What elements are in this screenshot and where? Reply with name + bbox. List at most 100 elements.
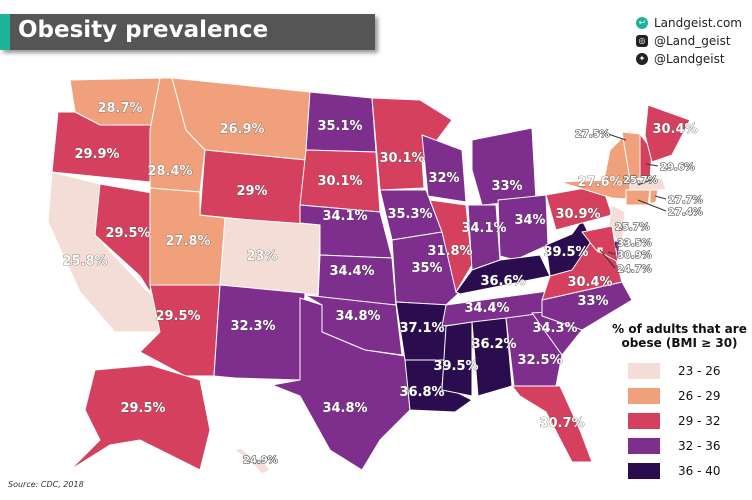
state-label-mn: 30.1% xyxy=(379,151,424,166)
state-label-in: 34.1% xyxy=(461,221,506,236)
state-label-nh: 29.6% xyxy=(660,162,695,173)
state-label-ok: 34.8% xyxy=(335,309,380,324)
state-label-il: 31.8% xyxy=(427,244,472,259)
brand-block: ↩ Landgeist.com ◎ @Land_geist ✦ @Landgeist xyxy=(636,14,742,68)
state-label-me: 30.4% xyxy=(652,122,697,137)
state-nv[interactable] xyxy=(94,183,159,294)
state-label-hi: 24.9% xyxy=(243,455,278,466)
state-label-la: 36.8% xyxy=(399,385,444,400)
state-nm[interactable] xyxy=(213,284,306,381)
state-label-md: 30.9% xyxy=(617,250,652,261)
state-label-wy: 29% xyxy=(236,184,267,199)
legend-title: % of adults that are obese (BMI ≥ 30) xyxy=(612,322,747,350)
state-label-id: 28.4% xyxy=(147,164,192,179)
state-label-ca: 25.8% xyxy=(62,254,107,269)
state-md[interactable] xyxy=(581,225,619,263)
legend-swatch xyxy=(628,412,660,429)
state-ms[interactable] xyxy=(441,321,473,397)
state-hi[interactable] xyxy=(234,447,271,475)
legend-item: 29 - 32 xyxy=(612,408,747,433)
state-label-mo: 35% xyxy=(411,261,442,276)
twitter-icon: ✦ xyxy=(636,53,648,65)
state-label-vt: 27.5% xyxy=(575,129,610,140)
legend-label: 36 - 40 xyxy=(678,463,721,478)
state-label-ks: 34.4% xyxy=(329,264,374,279)
state-ct[interactable] xyxy=(625,189,651,206)
leader-line xyxy=(607,251,616,255)
state-ri[interactable] xyxy=(649,189,659,205)
state-label-ny: 27.6% xyxy=(577,175,622,190)
state-label-ar: 37.1% xyxy=(399,321,444,336)
state-label-tx: 34.8% xyxy=(322,401,367,416)
legend-swatch xyxy=(628,437,660,454)
brand-twitter[interactable]: @Landgeist xyxy=(654,52,725,66)
state-label-oh: 34% xyxy=(514,213,545,228)
leader-line xyxy=(604,132,627,141)
state-in[interactable] xyxy=(467,204,501,271)
source-note: Source: CDC, 2018 xyxy=(8,480,84,489)
state-tx[interactable] xyxy=(270,297,411,471)
state-ak[interactable] xyxy=(69,364,211,471)
state-label-ky: 36.6% xyxy=(480,274,525,289)
state-nj[interactable] xyxy=(607,204,626,247)
state-label-ct: 27.4% xyxy=(668,207,703,218)
state-label-ne: 34.1% xyxy=(322,209,367,224)
leader-line xyxy=(599,249,616,269)
state-label-nm: 32.3% xyxy=(230,319,275,334)
state-wi[interactable] xyxy=(421,134,467,203)
leader-line xyxy=(645,163,659,167)
state-label-wv: 39.5% xyxy=(543,245,588,260)
page-title: Obesity prevalence xyxy=(18,17,269,43)
legend-label: 23 - 26 xyxy=(678,363,721,378)
state-label-pa: 30.9% xyxy=(555,207,600,222)
legend-label: 29 - 32 xyxy=(678,413,721,428)
state-label-nj: 25.7% xyxy=(615,222,650,233)
legend-swatch xyxy=(628,387,660,404)
brand-site[interactable]: Landgeist.com xyxy=(654,16,742,30)
state-label-ia: 35.3% xyxy=(387,207,432,222)
state-ma[interactable] xyxy=(629,177,667,191)
state-label-co: 23% xyxy=(246,249,277,264)
state-me[interactable] xyxy=(644,104,691,163)
state-label-tn: 34.4% xyxy=(464,301,509,316)
legend-item: 32 - 36 xyxy=(612,433,747,458)
state-label-wa: 28.7% xyxy=(97,101,142,116)
state-fl[interactable] xyxy=(510,385,593,463)
state-label-ak: 29.5% xyxy=(120,401,165,416)
state-label-nv: 29.5% xyxy=(105,226,150,241)
state-label-ut: 27.8% xyxy=(165,234,210,249)
state-label-nd: 35.1% xyxy=(317,119,362,134)
leader-line xyxy=(637,178,654,186)
state-label-fl: 30.7% xyxy=(539,416,584,431)
state-label-az: 29.5% xyxy=(155,309,200,324)
leader-line xyxy=(654,195,667,200)
state-label-nc: 33% xyxy=(577,294,608,309)
brand-instagram[interactable]: @Land_geist xyxy=(654,34,731,48)
legend-label: 26 - 29 xyxy=(678,388,721,403)
title-banner: Obesity prevalence xyxy=(0,14,375,50)
state-mo[interactable] xyxy=(391,231,463,306)
state-label-wi: 32% xyxy=(428,171,459,186)
state-label-va: 30.4% xyxy=(567,275,612,290)
state-label-sd: 30.1% xyxy=(317,174,362,189)
state-label-ms: 39.5% xyxy=(433,359,478,374)
legend: % of adults that are obese (BMI ≥ 30) 23… xyxy=(612,322,747,483)
state-label-ga: 32.5% xyxy=(517,353,562,368)
legend-swatch xyxy=(628,462,660,479)
state-label-dc: 24.7% xyxy=(617,264,652,275)
legend-swatch xyxy=(628,362,660,379)
state-oh[interactable] xyxy=(497,194,549,261)
legend-item: 36 - 40 xyxy=(612,458,747,483)
state-label-ri: 27.7% xyxy=(668,195,703,206)
legend-item: 23 - 26 xyxy=(612,358,747,383)
leader-line xyxy=(637,199,667,212)
instagram-icon: ◎ xyxy=(636,35,648,47)
state-ky[interactable] xyxy=(455,254,551,295)
globe-icon: ↩ xyxy=(636,17,648,29)
state-label-ma: 25.7% xyxy=(623,175,658,186)
state-al[interactable] xyxy=(471,317,513,397)
state-il[interactable] xyxy=(429,199,473,294)
state-label-al: 36.2% xyxy=(471,337,516,352)
state-ga[interactable] xyxy=(505,313,563,387)
